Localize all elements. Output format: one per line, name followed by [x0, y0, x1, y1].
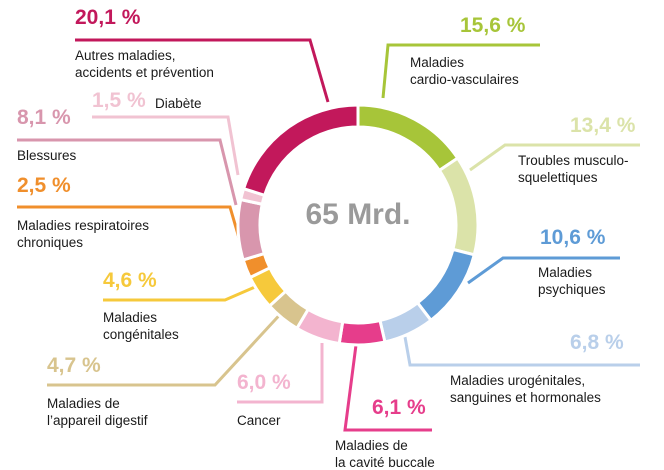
value-label: 6,8 % [570, 331, 624, 354]
category-label: Maladies de la cavité buccale [335, 438, 435, 470]
leader-line [47, 306, 288, 387]
center-label: 65 Mrd. [305, 198, 411, 231]
donut-segment [356, 103, 460, 173]
leader-line [17, 138, 238, 206]
leader-line [467, 256, 620, 285]
category-label: Maladies urogénitales, sanguines et horm… [450, 373, 601, 405]
value-label: 6,0 % [237, 371, 291, 394]
value-label: 6,1 % [372, 396, 426, 419]
leader-line [237, 343, 324, 404]
value-label: 20,1 % [75, 6, 141, 29]
category-label: Autres maladies, accidents et prévention [75, 48, 214, 80]
value-label: 8,1 % [17, 106, 71, 129]
value-label: 1,5 % [92, 89, 146, 112]
category-label: Maladies cardio-vasculaires [410, 55, 519, 87]
donut-segment [378, 300, 434, 344]
donut-segment [241, 103, 360, 198]
value-label: 4,7 % [47, 354, 101, 377]
category-label: Troubles musculo- squelettiques [518, 153, 629, 185]
leader-line [75, 38, 330, 103]
value-label: 2,5 % [17, 174, 71, 197]
leader-line [103, 285, 256, 302]
leader-line [469, 143, 640, 172]
category-label: Blessures [17, 148, 77, 163]
donut-segment [337, 318, 387, 347]
leader-line [343, 344, 432, 432]
value-label: 10,6 % [540, 226, 606, 249]
leader-line [92, 115, 240, 176]
leader-line [381, 43, 540, 99]
value-label: 4,6 % [103, 269, 157, 292]
value-label: 13,4 % [570, 114, 636, 137]
category-label: Maladies de l’appareil digestif [47, 396, 148, 428]
category-label: Maladies psychiques [538, 265, 606, 297]
donut-segment [415, 247, 477, 323]
leader-line [403, 336, 640, 367]
value-label: 15,6 % [460, 14, 526, 37]
category-label: Maladies congénitales [103, 310, 179, 342]
category-label: Maladies respiratoires chroniques [17, 218, 150, 250]
category-label: Diabète [155, 96, 202, 111]
category-label: Cancer [237, 413, 281, 428]
